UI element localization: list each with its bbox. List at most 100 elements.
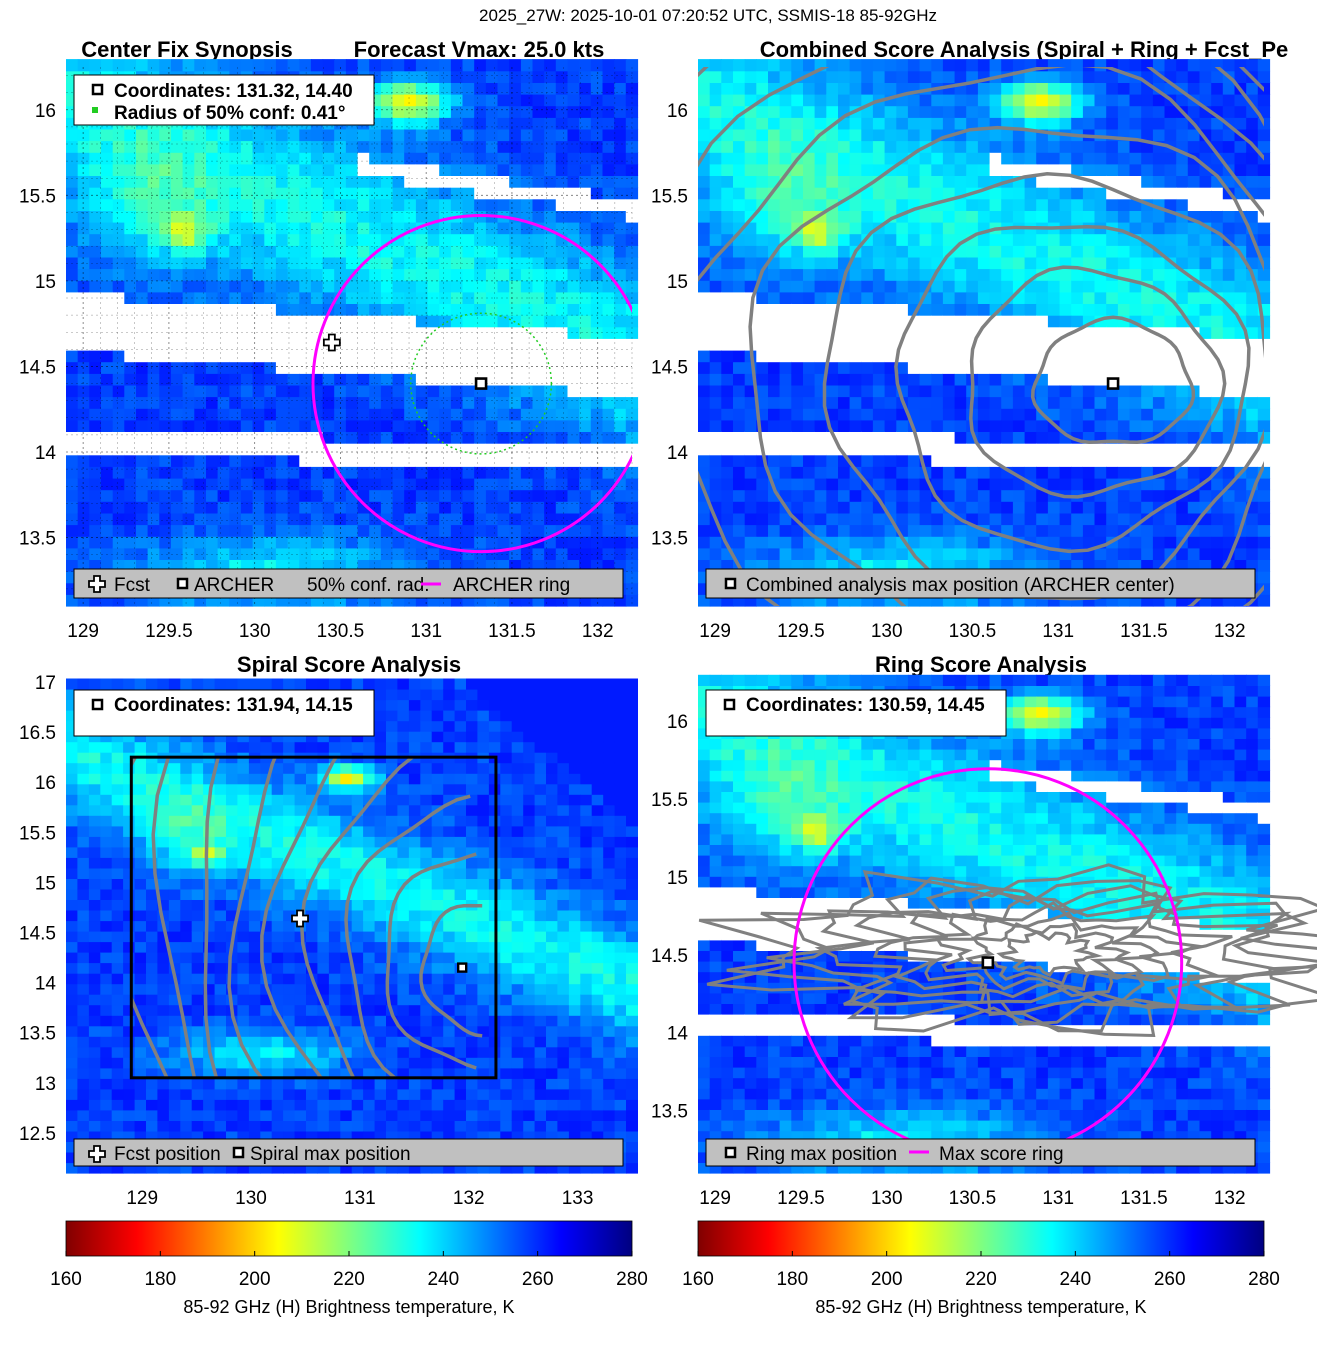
heatmap-cell: [124, 419, 137, 432]
heatmap-cell: [1047, 315, 1061, 328]
heatmap-cell: [299, 315, 312, 328]
heatmap-cell: [392, 117, 405, 130]
heatmap-cell: [1094, 524, 1107, 537]
heatmap-cell: [791, 187, 804, 200]
heatmap-cell: [1141, 152, 1154, 165]
heatmap-cell: [404, 187, 417, 200]
heatmap-cell: [1117, 384, 1131, 398]
heatmap-cell: [977, 512, 991, 526]
heatmap-cell: [287, 350, 300, 363]
heatmap-cell: [77, 233, 90, 246]
heatmap-cell: [1047, 466, 1061, 479]
heatmap-cell: [1047, 524, 1061, 537]
heatmap-cell: [625, 489, 639, 502]
heatmap-cell: [275, 419, 289, 432]
heatmap-cell: [838, 489, 851, 502]
heatmap-cell: [77, 931, 90, 943]
heatmap-cell: [1164, 105, 1177, 118]
heatmap-cell: [1094, 280, 1107, 293]
heatmap-cell: [240, 454, 254, 467]
heatmap-cell: [1129, 82, 1142, 95]
heatmap-cell: [497, 408, 510, 421]
heatmap-cell: [1106, 280, 1119, 293]
heatmap-cell: [404, 210, 417, 223]
heatmap-cell: [101, 350, 114, 363]
heatmap-cell: [369, 547, 382, 560]
heatmap-cell: [1164, 152, 1177, 165]
heatmap-cell: [194, 59, 207, 72]
heatmap-cell: [989, 361, 1002, 374]
heatmap-cell: [954, 489, 967, 502]
heatmap-cell: [709, 466, 722, 479]
heatmap-cell: [240, 547, 254, 560]
heatmap-cell: [287, 233, 300, 246]
heatmap-cell: [217, 419, 230, 432]
heatmap-cell: [1094, 454, 1107, 467]
heatmap-cell: [884, 198, 897, 211]
heatmap-cell: [287, 512, 300, 526]
heatmap-cell: [1117, 117, 1131, 130]
heatmap-cell: [744, 163, 757, 176]
heatmap-cell: [744, 512, 757, 526]
heatmap-cell: [907, 233, 921, 246]
heatmap-cell: [100, 1025, 113, 1037]
heatmap-cell: [299, 536, 312, 549]
heatmap-cell: [555, 210, 569, 223]
heatmap-cell: [1187, 536, 1201, 549]
heatmap-cell: [1152, 303, 1166, 316]
heatmap-cell: [602, 303, 615, 316]
heatmap-cell: [439, 419, 452, 432]
heatmap-cell: [579, 431, 592, 444]
heatmap-cell: [779, 105, 792, 118]
heatmap-cell: [698, 547, 711, 560]
heatmap-cell: [88, 1099, 101, 1111]
heatmap-cell: [380, 140, 394, 153]
heatmap-cell: [614, 536, 627, 549]
heatmap-cell: [404, 175, 417, 188]
heatmap-cell: [849, 408, 862, 421]
heatmap-cell: [357, 431, 370, 444]
heatmap-cell: [567, 291, 580, 304]
heatmap-cell: [532, 373, 545, 386]
heatmap-cell: [555, 384, 569, 398]
heatmap-cell: [567, 105, 580, 118]
heatmap-cell: [779, 396, 792, 409]
heatmap-cell: [977, 245, 991, 258]
heatmap-cell: [756, 128, 769, 142]
heatmap-cell: [931, 536, 944, 549]
heatmap-cell: [462, 443, 475, 456]
heatmap-cell: [1106, 361, 1119, 374]
heatmap-cell: [334, 408, 347, 421]
heatmap-cell: [1001, 94, 1014, 107]
heatmap-cell: [602, 280, 615, 293]
heatmap-cell: [450, 489, 464, 502]
heatmap-cell: [194, 350, 207, 363]
heatmap-cell: [721, 384, 734, 398]
heatmap-cell: [299, 524, 312, 537]
heatmap-cell: [1117, 303, 1131, 316]
heatmap-cell: [100, 741, 113, 753]
heatmap-cell: [77, 489, 90, 502]
heatmap-cell: [322, 373, 335, 386]
heatmap-cell: [252, 384, 265, 398]
heatmap-cell: [380, 175, 394, 188]
heatmap-cell: [136, 361, 149, 374]
panel3-heatmap: [66, 678, 638, 1174]
heatmap-cell: [1024, 315, 1037, 328]
heatmap-cell: [884, 187, 897, 200]
heatmap-cell: [872, 384, 886, 398]
heatmap-cell: [744, 408, 757, 421]
heatmap-cell: [544, 256, 557, 270]
heatmap-cell: [579, 454, 592, 467]
heatmap-cell: [392, 454, 405, 467]
heatmap-cell: [744, 245, 757, 258]
heatmap-cell: [1024, 512, 1037, 526]
heatmap-cell: [380, 82, 394, 95]
heatmap-cell: [275, 547, 289, 560]
heatmap-cell: [602, 315, 615, 328]
heatmap-cell: [791, 384, 804, 398]
heatmap-cell: [334, 350, 347, 363]
heatmap-cell: [77, 1078, 90, 1090]
heatmap-cell: [1129, 454, 1142, 467]
heatmap-cell: [100, 973, 113, 985]
